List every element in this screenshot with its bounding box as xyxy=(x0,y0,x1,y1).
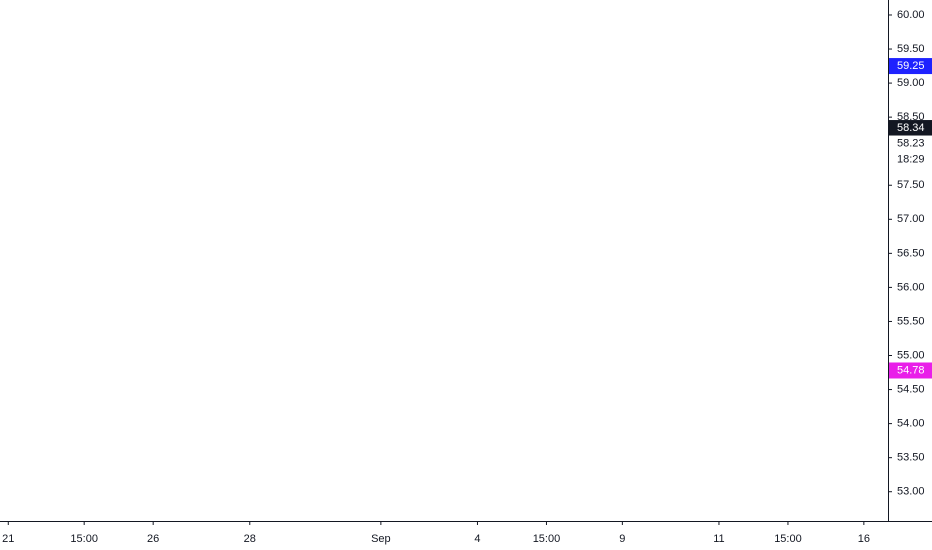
marker-price-box xyxy=(889,135,932,168)
y-tick-label: 54.00 xyxy=(897,418,925,430)
target-price-tag-box xyxy=(889,362,932,379)
marker-price-label: 58.23 xyxy=(897,137,925,149)
y-tick-label: 56.00 xyxy=(897,281,925,293)
target-price-tag: 54.78 xyxy=(897,364,925,376)
stop-price-tag-box xyxy=(889,58,932,75)
x-tick-label: 16 xyxy=(858,533,870,545)
y-tick-label: 56.50 xyxy=(897,247,925,259)
x-tick-label: 15:00 xyxy=(70,533,98,545)
y-tick-label: 55.50 xyxy=(897,315,925,327)
x-tick-label: 4 xyxy=(474,533,480,545)
countdown-label: 18:29 xyxy=(897,153,925,165)
y-tick-label: 60.00 xyxy=(897,9,925,21)
x-tick-label: 15:00 xyxy=(533,533,561,545)
y-tick-label: 57.00 xyxy=(897,213,925,225)
y-tick-label: 59.50 xyxy=(897,43,925,55)
x-tick-label: 21 xyxy=(2,533,14,545)
stop-price-tag: 59.25 xyxy=(897,60,925,72)
y-tick-label: 57.50 xyxy=(897,179,925,191)
y-tick-label: 54.50 xyxy=(897,383,925,395)
y-tick-label: 59.00 xyxy=(897,77,925,89)
last-price-tag-box xyxy=(889,120,932,137)
y-tick-label: 53.50 xyxy=(897,452,925,464)
y-tick-label: 55.00 xyxy=(897,349,925,361)
last-price-tag: 58.34 xyxy=(897,122,925,134)
y-tick-label: 53.00 xyxy=(897,486,925,498)
x-tick-label: 11 xyxy=(713,533,724,545)
x-tick-label: 26 xyxy=(147,533,159,545)
x-tick-label: 15:00 xyxy=(774,533,802,545)
x-tick-label: 28 xyxy=(244,533,256,545)
x-tick-label: Sep xyxy=(371,533,391,545)
x-tick-label: 9 xyxy=(619,533,625,545)
